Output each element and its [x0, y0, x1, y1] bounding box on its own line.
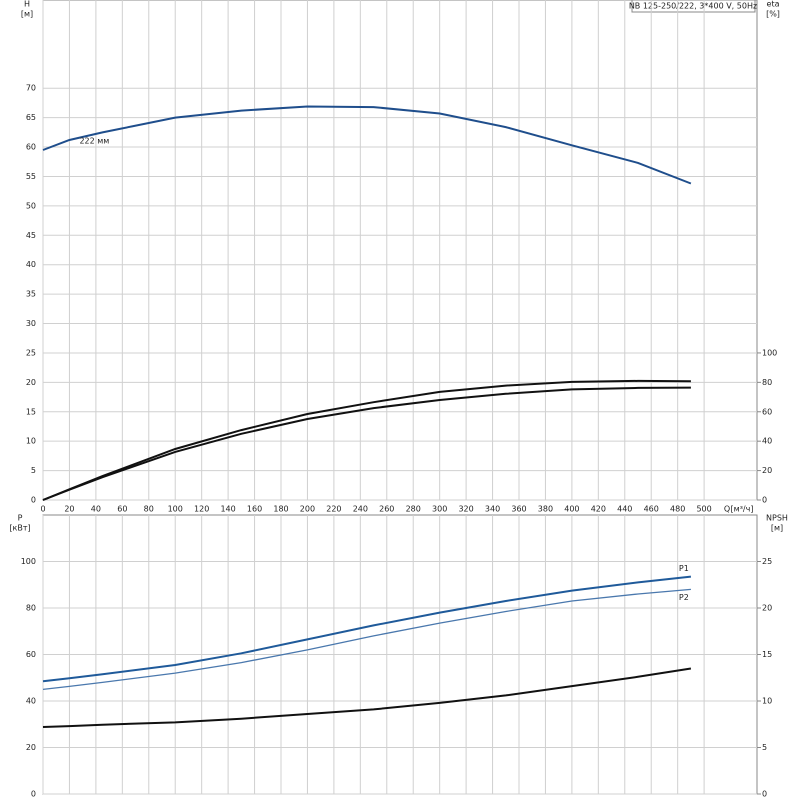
y2-tick-label: 10 [762, 697, 772, 706]
x-tick-label: 240 [353, 505, 368, 514]
x-tick-label: 200 [300, 505, 315, 514]
y2-axis-label: eta [767, 0, 780, 9]
y-tick-label: 40 [26, 697, 36, 706]
x-tick-label: 140 [220, 505, 235, 514]
series-label: P1 [679, 564, 689, 573]
series-line [42, 588, 691, 691]
x-tick-label: 40 [91, 505, 101, 514]
x-tick-label: 0 [40, 505, 45, 514]
title-box [631, 0, 756, 13]
y-tick-label: 20 [26, 378, 36, 387]
y-tick-label: 0 [31, 790, 36, 799]
y-tick-label: 50 [26, 201, 36, 210]
x-tick-label: 320 [458, 505, 473, 514]
y2-tick-label: 80 [762, 378, 772, 387]
x-tick-label: 440 [617, 505, 632, 514]
x-tick-label: 60 [117, 505, 127, 514]
y2-tick-label: 60 [762, 407, 772, 416]
y-axis-unit: [м] [21, 10, 33, 19]
series-line [42, 379, 691, 501]
series-line [42, 386, 691, 501]
y-tick-label: 20 [26, 743, 36, 752]
y2-tick-label: 40 [762, 437, 772, 446]
x-tick-label: 360 [511, 505, 526, 514]
y-tick-label: 45 [26, 231, 36, 240]
y-axis-unit: [кВт] [9, 524, 30, 533]
y-tick-label: 70 [26, 84, 36, 93]
x-tick-label: 260 [379, 505, 394, 514]
plot-frame [42, 0, 758, 501]
y-tick-label: 10 [26, 437, 36, 446]
y2-tick-label: 0 [762, 496, 767, 505]
x-tick-label: 120 [194, 505, 209, 514]
y-tick-label: 65 [26, 113, 36, 122]
y-tick-label: 5 [31, 466, 36, 475]
y-tick-label: 80 [26, 604, 36, 613]
y-tick-label: 60 [26, 143, 36, 152]
series-line [42, 105, 692, 185]
y-tick-label: 30 [26, 319, 36, 328]
x-axis-unit: [м³/ч] [731, 505, 754, 514]
y-tick-label: 25 [26, 348, 36, 357]
x-tick-label: 500 [696, 505, 711, 514]
y2-axis-unit: [%] [766, 10, 780, 19]
y2-tick-label: 15 [762, 650, 772, 659]
y-axis-label: H [24, 0, 30, 9]
y2-tick-label: 20 [762, 604, 772, 613]
y-tick-label: 15 [26, 407, 36, 416]
y-tick-label: 40 [26, 260, 36, 269]
x-tick-label: 160 [247, 505, 262, 514]
y2-tick-label: 0 [762, 790, 767, 799]
series-line [42, 667, 692, 728]
y-axis-label: P [18, 514, 23, 523]
y-tick-label: 0 [31, 496, 36, 505]
x-tick-label: 460 [644, 505, 659, 514]
x-tick-label: 420 [591, 505, 606, 514]
y2-tick-label: 25 [762, 557, 772, 566]
y-tick-label: 35 [26, 290, 36, 299]
y-tick-label: 55 [26, 172, 36, 181]
series-label: P2 [679, 593, 689, 602]
x-tick-label: 380 [538, 505, 553, 514]
y2-tick-label: 20 [762, 466, 772, 475]
series-line [42, 575, 692, 683]
x-tick-label: 280 [406, 505, 421, 514]
x-tick-label: 300 [432, 505, 447, 514]
y2-axis-label: NPSH [766, 514, 788, 523]
y2-tick-label: 5 [762, 743, 767, 752]
x-tick-label: 100 [168, 505, 183, 514]
x-tick-label: 180 [273, 505, 288, 514]
y-tick-label: 100 [21, 557, 36, 566]
x-tick-label: 480 [670, 505, 685, 514]
x-tick-label: 20 [64, 505, 74, 514]
y2-axis-unit: [м] [771, 524, 783, 533]
chart-title: NB 125-250/222, 3*400 V, 50Hz [629, 2, 757, 11]
x-tick-label: 340 [485, 505, 500, 514]
x-tick-label: 80 [144, 505, 154, 514]
x-axis-label: Q [724, 505, 730, 514]
x-tick-label: 400 [564, 505, 579, 514]
y-tick-label: 60 [26, 650, 36, 659]
series-label: 222 мм [79, 137, 109, 146]
y2-tick-label: 100 [762, 348, 777, 357]
x-tick-label: 220 [326, 505, 341, 514]
